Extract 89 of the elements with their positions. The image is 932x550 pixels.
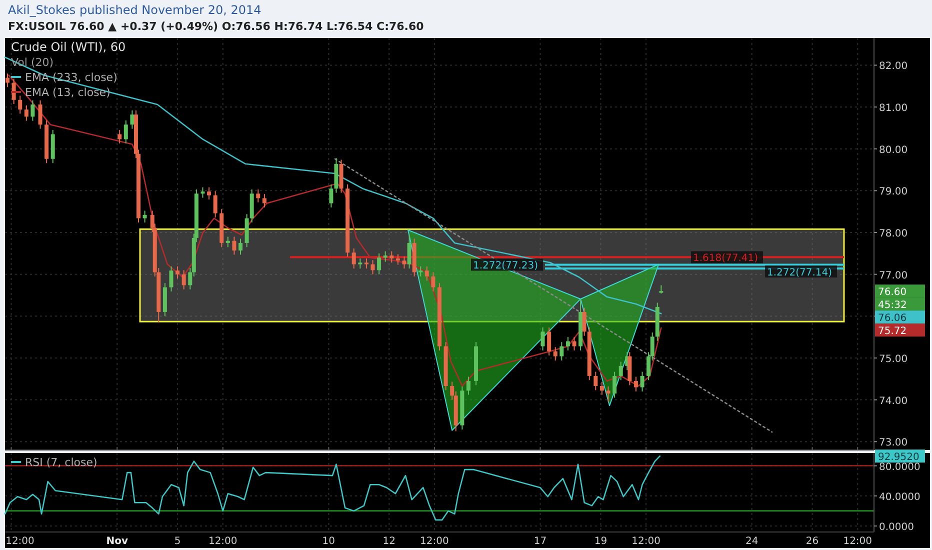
y-tick-label: 77.00 <box>879 270 908 282</box>
candlestick <box>594 371 598 391</box>
candlestick <box>18 95 22 114</box>
candlestick <box>130 110 134 130</box>
x-tick-label: 12:00 <box>632 536 660 547</box>
candlestick <box>207 186 212 200</box>
candlestick <box>142 210 147 223</box>
y-tick-label: 79.00 <box>879 186 908 198</box>
y-tick-label: 80.00 <box>879 144 908 156</box>
candlestick <box>118 130 122 144</box>
candlestick <box>24 104 28 122</box>
x-tick-label: 12:00 <box>843 536 872 547</box>
x-tick-label: 12 <box>382 536 396 547</box>
y-tick-label: 80.0000 <box>879 462 920 473</box>
line-series <box>8 74 662 387</box>
chart-title: Akil_Stokes published November 20, 2014 <box>8 3 262 17</box>
candlestick <box>124 120 128 144</box>
candlestick <box>226 236 230 248</box>
line-series <box>4 455 661 521</box>
candlestick <box>600 381 604 396</box>
candlestick <box>182 270 186 290</box>
candlestick <box>466 376 470 396</box>
candlestick <box>352 248 356 269</box>
candlestick <box>390 250 394 264</box>
candlestick <box>370 260 375 275</box>
text: 45:32 <box>878 300 907 312</box>
legend-label: EMA (13, close) <box>25 86 110 99</box>
x-tick-label: 5 <box>174 536 181 547</box>
y-tick-label: 0.0000 <box>879 522 914 533</box>
candlestick <box>553 346 558 361</box>
candlestick <box>407 234 412 269</box>
candlestick <box>176 266 180 280</box>
candlestick <box>572 336 576 351</box>
candlestick <box>618 361 623 381</box>
candlestick <box>547 326 552 356</box>
candlestick <box>560 342 564 361</box>
x-tick-label: 12:00 <box>6 536 34 547</box>
x-tick-label: 19 <box>594 536 608 547</box>
candlestick <box>402 256 406 269</box>
candlestick <box>200 186 205 198</box>
candlestick <box>6 73 10 88</box>
y-tick-label: 75.00 <box>879 354 908 365</box>
candlestick <box>566 336 570 351</box>
candlestick <box>606 386 610 402</box>
ref-line-label: 1.618(77.41) <box>693 253 758 264</box>
candlestick <box>238 238 243 256</box>
candlestick <box>262 194 266 208</box>
candlestick <box>213 190 218 218</box>
y-tick-label: 81.00 <box>879 103 908 114</box>
candlestick <box>582 307 586 336</box>
legend-label: EMA (233, close) <box>25 71 118 84</box>
x-tick-label: 24 <box>745 536 758 547</box>
candlestick <box>396 254 400 266</box>
text: 76.60 <box>878 287 907 298</box>
y-tick-label: 78.00 <box>879 228 908 240</box>
x-tick-label: 12:00 <box>420 536 449 547</box>
text: 76.06 <box>878 313 907 324</box>
text: 75.72 <box>878 326 907 338</box>
candlestick <box>634 376 638 392</box>
chart-subtitle: FX:USOIL 76.60 ▲ +0.37 (+0.49%) O:76.56 H:76.74 L:76.54 C:76.60 <box>8 20 424 33</box>
x-tick-label: 26 <box>806 536 819 547</box>
candlestick <box>431 272 436 292</box>
candlestick <box>364 258 368 269</box>
y-tick-label: 40.0000 <box>879 492 920 503</box>
y-tick-label: 73.00 <box>879 438 908 449</box>
y-tick-label: 82.00 <box>879 61 908 72</box>
x-tick-label: 17 <box>534 536 547 547</box>
candlestick <box>377 252 382 275</box>
candlestick <box>232 236 236 256</box>
candlestick <box>30 100 35 122</box>
candlestick <box>424 266 429 282</box>
x-tick-label: Nov <box>106 536 128 547</box>
line-series <box>4 56 662 314</box>
x-tick-label: 12:00 <box>208 536 238 547</box>
candlestick <box>358 258 362 269</box>
candlestick <box>256 188 260 203</box>
x-tick-label: 10 <box>322 536 336 547</box>
candlestick <box>540 326 545 351</box>
candlestick <box>169 266 174 292</box>
candlestick <box>612 371 617 398</box>
candlestick <box>38 100 42 130</box>
candlestick <box>383 250 388 262</box>
text: 92.9520 <box>878 452 920 464</box>
y-tick-label: 74.00 <box>879 396 908 407</box>
candlestick <box>329 184 334 208</box>
legend-title: Crude Oil (WTI), 60 <box>11 40 126 54</box>
ref-line-label: 1.272(77.23) <box>473 260 538 272</box>
candlestick <box>640 371 644 392</box>
ref-line-label: 1.272(77.14) <box>767 267 832 278</box>
